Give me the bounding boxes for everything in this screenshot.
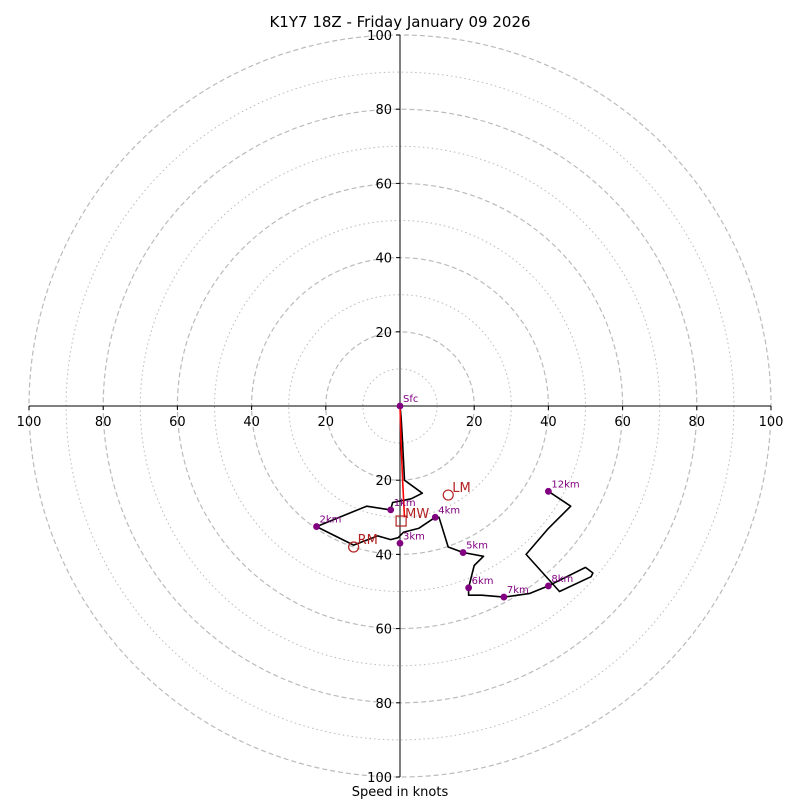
- height-marker-label: 3km: [403, 531, 425, 542]
- storm-motion-marker: [348, 541, 360, 553]
- x-tick-label: 80: [95, 415, 112, 430]
- height-marker-label: 2km: [320, 515, 342, 526]
- y-tick-label: 80: [375, 697, 392, 712]
- y-tick-label: 80: [375, 103, 392, 118]
- x-tick-label: 20: [318, 415, 335, 430]
- hodograph-trace: [315, 405, 594, 598]
- storm-motion-label: LM: [452, 481, 470, 496]
- y-tick-label: 40: [375, 252, 392, 267]
- x-tick-label: 100: [17, 415, 42, 430]
- height-marker-label: 1km: [394, 498, 416, 509]
- y-tick-label: 40: [375, 548, 392, 563]
- height-markers: Sfc 1km 2km 3km 4km 5km 6km 7km 8km 12km: [313, 394, 580, 601]
- x-tick-label: 100: [759, 415, 784, 430]
- chart-title: K1Y7 18Z - Friday January 09 2026: [269, 13, 530, 31]
- x-axis-label: Speed in knots: [352, 785, 449, 800]
- storm-motion-label: RM: [358, 533, 378, 548]
- x-tick-label: 40: [243, 415, 260, 430]
- y-tick-label: 100: [367, 29, 392, 44]
- x-tick-label: 80: [689, 415, 706, 430]
- x-tick-label: 60: [169, 415, 186, 430]
- height-marker-label: 5km: [466, 541, 488, 552]
- y-tick-label: 100: [367, 771, 392, 786]
- height-marker-dot: [313, 523, 320, 530]
- height-marker-dot: [465, 584, 473, 592]
- storm-motion-label: MW: [405, 507, 429, 522]
- y-tick-label: 60: [375, 177, 392, 192]
- height-marker-label: Sfc: [403, 394, 418, 405]
- height-marker-dot: [500, 593, 508, 601]
- height-marker-dot: [545, 487, 552, 495]
- height-marker-label: 6km: [472, 576, 494, 587]
- storm-motion-markers: LM RM MW: [348, 481, 471, 553]
- height-marker-dot: [396, 539, 404, 547]
- height-marker-label: 8km: [551, 574, 573, 585]
- height-marker-dot: [545, 582, 552, 590]
- height-marker-dot: [396, 402, 404, 410]
- x-tick-label: 40: [540, 415, 557, 430]
- low-level-shear-line: [399, 405, 406, 518]
- tick-labels: 100 80 60 40 20 20 40 60 80 100 100 80 60 40 20 20 40 60 8…: [17, 29, 784, 786]
- mean-wind-marker: [395, 515, 407, 527]
- y-tick-label: 60: [375, 623, 392, 638]
- hodograph-line: [315, 405, 594, 598]
- x-tick-label: 60: [614, 415, 631, 430]
- y-tick-label: 20: [375, 474, 392, 489]
- height-marker-label: 4km: [438, 505, 460, 516]
- height-marker-label: 12km: [551, 479, 579, 490]
- height-marker-dot: [459, 549, 467, 556]
- height-marker-dot: [431, 513, 439, 521]
- x-tick-label: 20: [466, 415, 483, 430]
- storm-motion-marker: [442, 489, 454, 501]
- height-marker-dot: [387, 506, 395, 514]
- height-marker-label: 7km: [507, 585, 529, 596]
- y-tick-label: 20: [375, 326, 392, 341]
